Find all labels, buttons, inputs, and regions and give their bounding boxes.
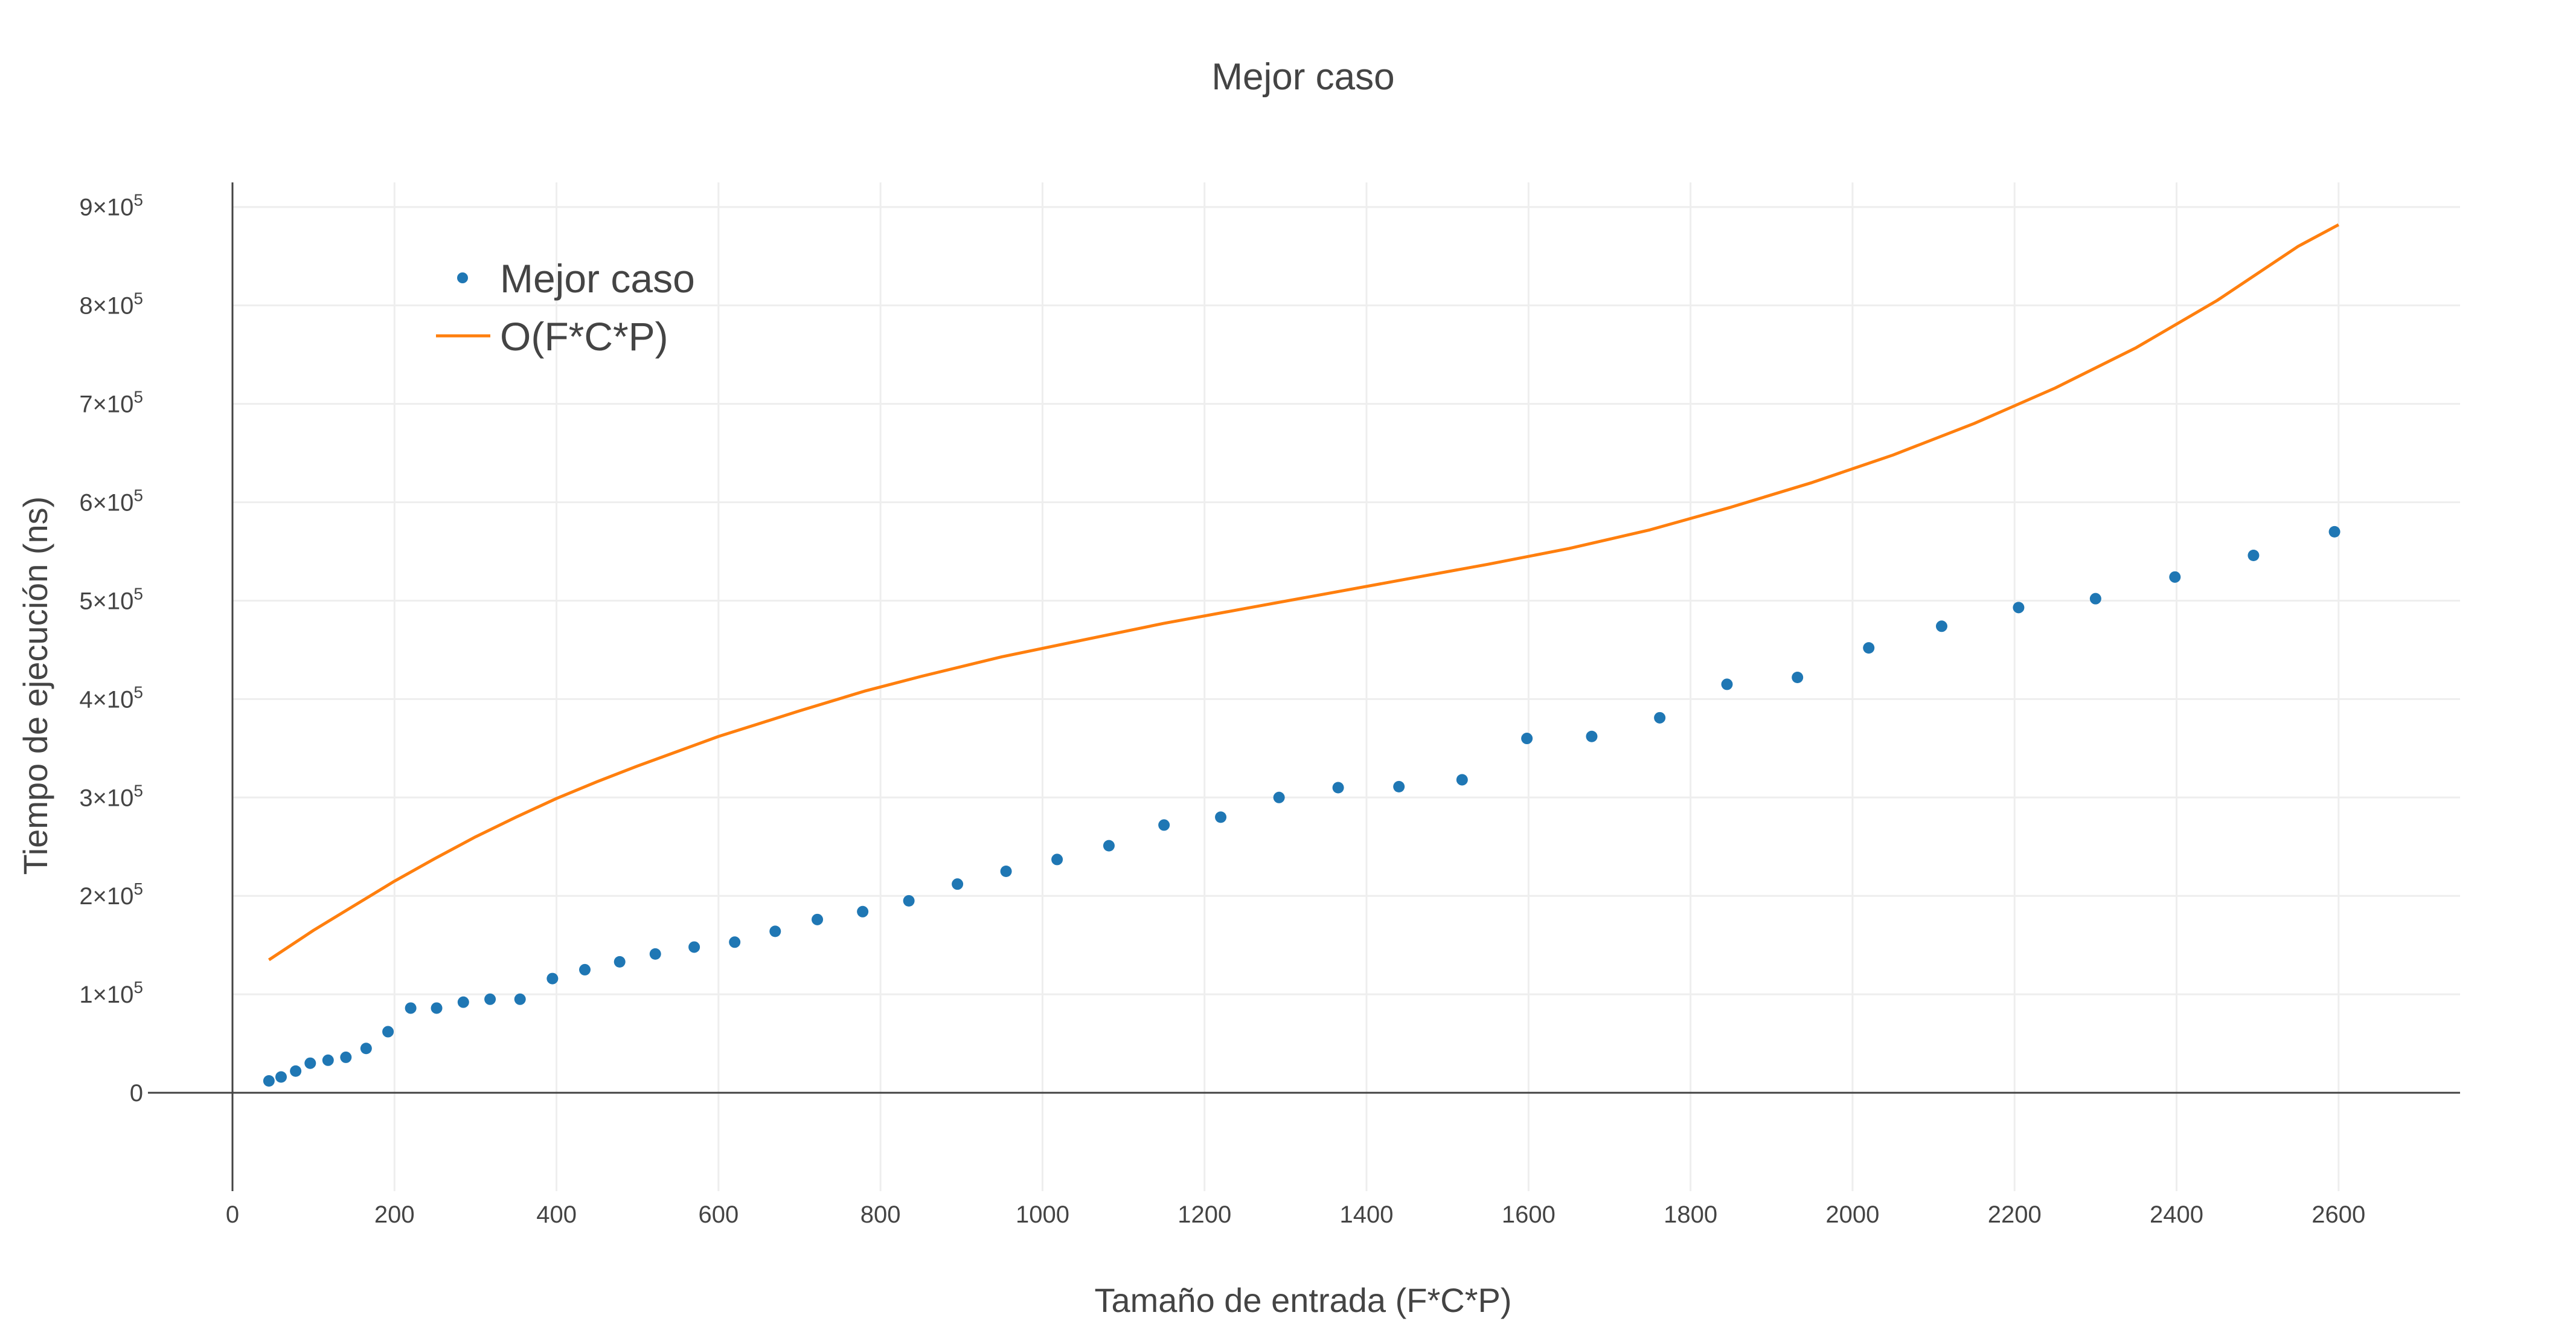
grid-lines <box>232 182 2460 1191</box>
series-line <box>268 223 2339 962</box>
data-point-mejor-caso <box>729 936 741 948</box>
data-point-mejor-caso <box>484 993 496 1005</box>
data-point-mejor-caso <box>1935 620 1947 632</box>
data-point-mejor-caso <box>688 941 700 953</box>
data-point-mejor-caso <box>649 948 661 960</box>
y-tick-label: 9×105 <box>79 191 143 221</box>
x-tick-label: 2000 <box>1825 1201 1879 1228</box>
data-point-mejor-caso <box>1000 865 1012 877</box>
data-point-mejor-caso <box>1103 840 1115 852</box>
y-tick-label: 5×105 <box>79 584 143 614</box>
data-point-mejor-caso <box>1863 642 1875 654</box>
y-tick-label: 8×105 <box>79 289 143 320</box>
data-point-mejor-caso <box>1456 774 1468 786</box>
data-point-mejor-caso <box>1654 712 1666 724</box>
data-point-mejor-caso <box>614 956 626 968</box>
y-tick-label: 3×105 <box>79 781 143 811</box>
legend-marker-mejor-caso <box>457 272 468 283</box>
x-tick-label: 600 <box>698 1201 739 1228</box>
data-point-mejor-caso <box>1215 811 1227 823</box>
data-point-mejor-caso <box>340 1051 352 1063</box>
data-point-mejor-caso <box>275 1071 287 1083</box>
x-tick-label: 1600 <box>1502 1201 1556 1228</box>
data-point-mejor-caso <box>579 963 591 975</box>
legend: Mejor caso O(F*C*P) <box>436 256 695 359</box>
x-tick-label: 1000 <box>1016 1201 1069 1228</box>
x-tick-label: 800 <box>860 1201 901 1228</box>
data-point-mejor-caso <box>1586 730 1598 742</box>
x-tick-label: 1200 <box>1177 1201 1231 1228</box>
data-point-mejor-caso <box>952 878 964 890</box>
data-point-mejor-caso <box>405 1002 417 1014</box>
axes <box>148 182 2460 1191</box>
y-tick-label: 1×105 <box>79 978 143 1008</box>
y-tick-label: 6×105 <box>79 486 143 516</box>
legend-label-mejor-caso: Mejor caso <box>500 256 695 301</box>
data-point-mejor-caso <box>1393 780 1405 792</box>
y-tick-labels: 0 1×105 2×105 3×105 4×105 5×105 6×105 7×105 8×10… <box>79 191 143 1107</box>
data-point-mejor-caso <box>2248 549 2260 561</box>
x-tick-label: 2600 <box>2312 1201 2365 1228</box>
data-point-mejor-caso <box>2013 602 2025 614</box>
data-point-mejor-caso <box>431 1002 443 1014</box>
data-point-mejor-caso <box>2328 526 2341 538</box>
data-point-mejor-caso <box>457 996 469 1008</box>
x-tick-label: 2200 <box>1988 1201 2042 1228</box>
legend-label-o-fcp: O(F*C*P) <box>500 314 668 359</box>
data-point-mejor-caso <box>382 1026 394 1038</box>
data-point-mejor-caso <box>360 1043 372 1055</box>
data-point-mejor-caso <box>1792 672 1804 684</box>
x-tick-label: 200 <box>374 1201 415 1228</box>
data-point-mejor-caso <box>546 972 559 985</box>
data-point-mejor-caso <box>290 1065 302 1077</box>
x-tick-label: 1800 <box>1664 1201 1717 1228</box>
series-line-o-fcp <box>268 223 2339 962</box>
data-point-mejor-caso <box>769 925 781 937</box>
y-axis-label: Tiempo de ejecución (ns) <box>16 497 54 875</box>
x-tick-label: 1400 <box>1340 1201 1394 1228</box>
data-point-mejor-caso <box>322 1054 334 1066</box>
data-point-mejor-caso <box>812 913 824 925</box>
y-tick-label: 7×105 <box>79 388 143 418</box>
data-point-mejor-caso <box>1332 782 1344 794</box>
data-point-mejor-caso <box>2089 593 2101 605</box>
series-markers <box>263 526 2341 1087</box>
data-point-mejor-caso <box>1158 819 1170 831</box>
data-point-mejor-caso <box>903 895 915 907</box>
data-point-mejor-caso <box>857 905 869 918</box>
x-axis-label: Tamaño de entrada (F*C*P) <box>1094 1281 1511 1319</box>
x-tick-label: 400 <box>536 1201 577 1228</box>
y-tick-label: 2×105 <box>79 879 143 910</box>
data-point-mejor-caso <box>2169 571 2181 583</box>
data-point-mejor-caso <box>1721 678 1733 690</box>
y-tick-label: 0 <box>130 1080 143 1107</box>
x-tick-label: 0 <box>226 1201 239 1228</box>
chart-title: Mejor caso <box>1211 56 1394 98</box>
data-point-mejor-caso <box>514 993 526 1005</box>
x-tick-labels: 0 200 400 600 800 1000 1200 1400 1600 1800 2000 220… <box>226 1201 2365 1228</box>
data-point-mejor-caso <box>1521 733 1533 745</box>
x-tick-label: 2400 <box>2150 1201 2203 1228</box>
y-tick-label: 4×105 <box>79 683 143 713</box>
data-point-mejor-caso <box>1273 791 1285 803</box>
data-point-mejor-caso <box>1051 853 1063 866</box>
data-point-mejor-caso <box>263 1075 275 1087</box>
data-point-mejor-caso <box>304 1057 316 1069</box>
